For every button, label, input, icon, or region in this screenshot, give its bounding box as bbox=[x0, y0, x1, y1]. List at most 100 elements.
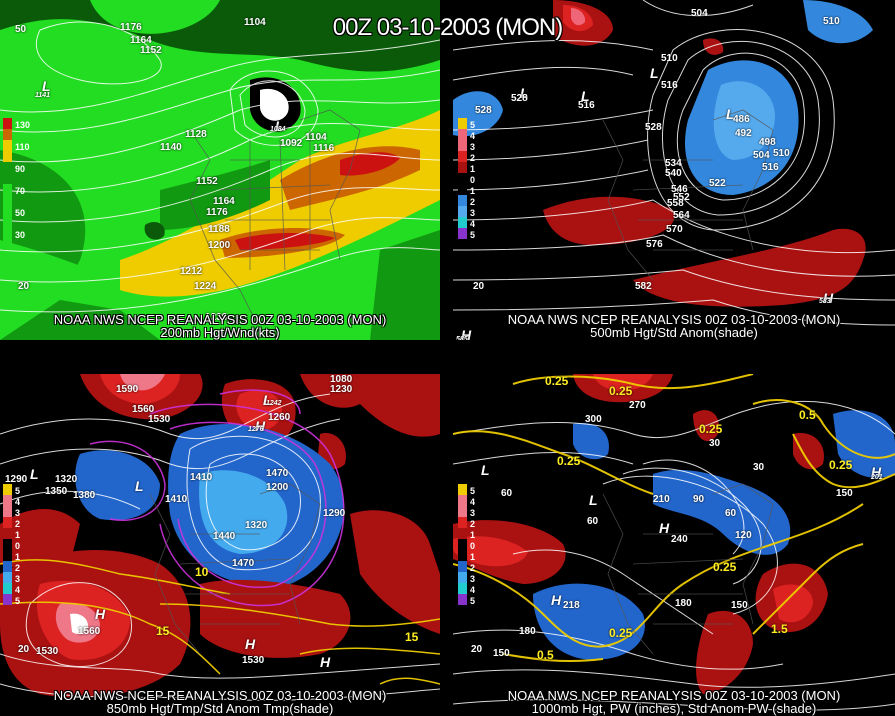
map-label: L bbox=[42, 78, 51, 94]
legend-tick-label: 30 bbox=[15, 230, 26, 240]
map-label: 528 bbox=[475, 105, 492, 116]
legend-tick-label: 4 bbox=[470, 497, 476, 507]
legend-tick-label: 50 bbox=[15, 208, 26, 218]
map-label: 570 bbox=[666, 224, 683, 235]
map-label: 564 bbox=[673, 210, 690, 221]
legend-tick-label: 1 bbox=[15, 552, 21, 562]
legend-tick-label: 130 bbox=[15, 120, 31, 130]
map-label: 201 bbox=[871, 474, 883, 481]
legend-tick-label: 110 bbox=[15, 142, 30, 152]
map-label: 546 bbox=[671, 184, 688, 195]
map-label: 0.25 bbox=[545, 374, 569, 388]
legend-tick-label: 4 bbox=[470, 585, 476, 595]
map-label: 50 bbox=[15, 24, 27, 35]
map-label: 498 bbox=[759, 137, 776, 148]
map-label: 1530 bbox=[148, 414, 171, 425]
map-label: 1141 bbox=[35, 92, 51, 99]
legend-tick-label: 3 bbox=[15, 574, 21, 584]
legend-tick-label: 5 bbox=[15, 486, 21, 496]
map-label: 528 bbox=[645, 122, 662, 133]
map-label: 1290 bbox=[5, 474, 28, 485]
map-label: 270 bbox=[629, 400, 646, 411]
map-label: 15 bbox=[156, 624, 170, 638]
map-label: 552 bbox=[673, 192, 690, 203]
map-label: 516 bbox=[578, 100, 595, 111]
panel-caption: NOAA NWS NCEP REANALYSIS 00Z 03-10-2003 … bbox=[507, 688, 841, 703]
map-label: 1470 bbox=[232, 558, 255, 569]
legend-tick-label: 3 bbox=[470, 574, 476, 584]
map-label: 30 bbox=[709, 438, 721, 449]
map-label: 1116 bbox=[313, 143, 335, 154]
map-label: 1290 bbox=[323, 508, 346, 519]
map-label: 486 bbox=[733, 114, 750, 125]
map-label: 20 bbox=[471, 644, 483, 655]
map-label: 534 bbox=[665, 158, 682, 169]
map-label: H bbox=[871, 464, 882, 480]
map-label: 1410 bbox=[165, 494, 188, 505]
panel-subtitle: 1000mb Hgt, PW (inches), Std Anom PW (sh… bbox=[531, 701, 817, 716]
panel-subtitle: 200mb Hgt/Wnd(kts) bbox=[160, 325, 280, 340]
map-label: 180 bbox=[675, 598, 692, 609]
map-label: H bbox=[95, 606, 106, 622]
panel-subtitle: 500mb Hgt/Std Anom(shade) bbox=[590, 325, 758, 340]
map-label: 1530 bbox=[242, 655, 265, 666]
map-label: 1152 bbox=[196, 176, 218, 187]
map-label: 1080 bbox=[330, 374, 353, 385]
map-label: 1176 bbox=[206, 207, 228, 218]
map-label: 0.25 bbox=[609, 626, 633, 640]
map-label: 1188 bbox=[208, 224, 230, 235]
legend-tick-label: 4 bbox=[470, 131, 476, 141]
map-1000mb bbox=[453, 374, 895, 716]
map-label: H bbox=[320, 654, 331, 670]
legend-tick-label: 4 bbox=[15, 497, 21, 507]
map-label: 1164 bbox=[213, 196, 235, 207]
map-label: 20 bbox=[18, 281, 30, 292]
map-label: 1260 bbox=[268, 412, 291, 423]
legend-tick-label: 0 bbox=[15, 541, 21, 551]
legend-tick-label: 2 bbox=[470, 153, 476, 163]
map-label: H bbox=[245, 636, 256, 652]
map-label: 0.25 bbox=[713, 560, 737, 574]
map-label: L bbox=[581, 88, 590, 104]
map-label: 0.25 bbox=[699, 422, 723, 436]
legend-tick-label: 70 bbox=[15, 186, 26, 196]
map-label: 1560 bbox=[132, 404, 155, 415]
map-label: 504 bbox=[691, 8, 708, 19]
map-label: 218 bbox=[563, 600, 580, 611]
legend-tick-label: 1 bbox=[15, 530, 21, 540]
map-label: 1104 bbox=[305, 132, 327, 143]
legend-tick-label: 3 bbox=[470, 208, 476, 218]
legend-tick-label: 0 bbox=[470, 175, 476, 185]
legend-tick-label: 5 bbox=[470, 596, 476, 606]
map-label: 510 bbox=[661, 53, 678, 64]
map-label: 1164 bbox=[130, 35, 152, 46]
map-label: 150 bbox=[493, 648, 510, 659]
panel-caption: NOAA NWS NCEP REANALYSIS 00Z 03-10-2003 … bbox=[53, 688, 387, 703]
map-label: L bbox=[481, 462, 490, 478]
map-label: 510 bbox=[773, 148, 790, 159]
map-label: 180 bbox=[519, 626, 536, 637]
map-label: 540 bbox=[665, 168, 682, 179]
legend-tick-label: 5 bbox=[470, 120, 476, 130]
map-label: H bbox=[823, 290, 834, 306]
legend-tick-label: 2 bbox=[470, 563, 476, 573]
map-label: 1320 bbox=[55, 474, 78, 485]
map-label: L bbox=[726, 106, 735, 122]
map-label: 20 bbox=[473, 281, 485, 292]
map-label: 300 bbox=[585, 414, 602, 425]
map-label: 522 bbox=[709, 178, 726, 189]
map-label: 1200 bbox=[208, 240, 231, 251]
map-label: L bbox=[589, 492, 598, 508]
map-label: 0.25 bbox=[829, 458, 853, 472]
map-label: 0.25 bbox=[557, 454, 581, 468]
map-label: 0.25 bbox=[609, 384, 633, 398]
map-label: 120 bbox=[735, 530, 752, 541]
main-title: 00Z 03-10-2003 (MON) bbox=[332, 14, 563, 41]
legend-tick-label: 4 bbox=[15, 585, 21, 595]
map-label: 1350 bbox=[45, 486, 68, 497]
map-label: 30 bbox=[753, 462, 765, 473]
map-850mb bbox=[0, 374, 440, 716]
map-label: 1230 bbox=[330, 384, 353, 395]
